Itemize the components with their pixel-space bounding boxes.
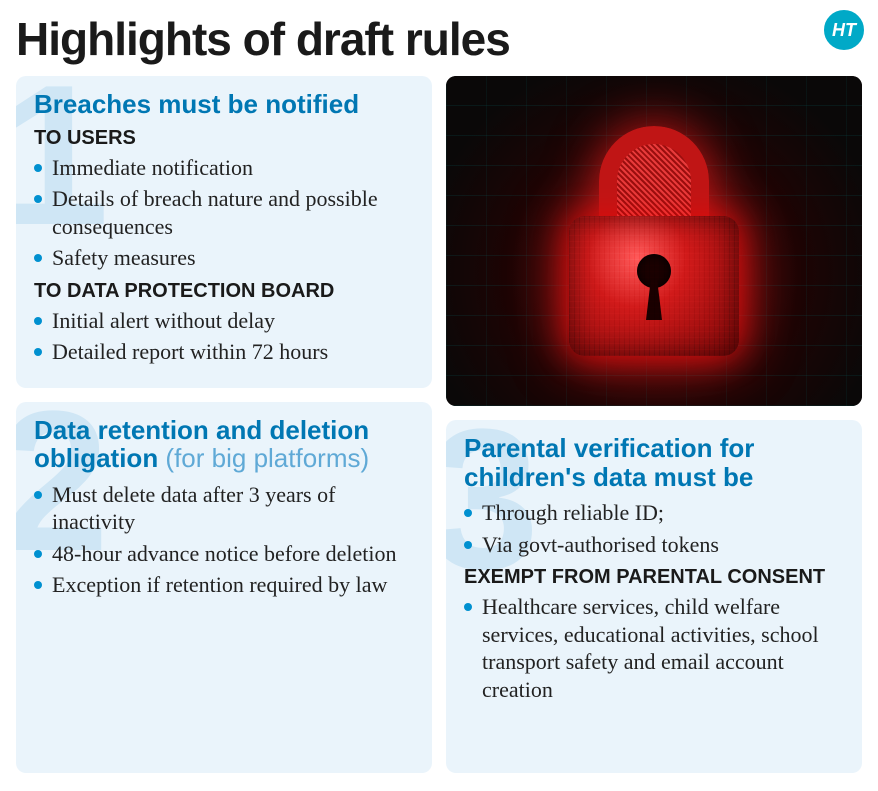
list-retention: Must delete data after 3 years of inacti… [34, 481, 414, 599]
list-item: Through reliable ID; [464, 499, 844, 527]
list-exempt: Healthcare services, child welfare servi… [464, 593, 844, 703]
list-parental: Through reliable ID; Via govt-authorised… [464, 499, 844, 558]
list-item: Must delete data after 3 years of inacti… [34, 481, 414, 536]
left-column: 1 Breaches must be notified TO USERS Imm… [16, 76, 432, 773]
list-to-users: Immediate notification Details of breach… [34, 154, 414, 272]
right-column: 3 Parental verification for children's d… [446, 76, 862, 773]
infographic-container: HT Highlights of draft rules 1 Breaches … [0, 0, 878, 791]
list-item: 48-hour advance notice before deletion [34, 540, 414, 568]
list-item: Exception if retention required by law [34, 571, 414, 599]
title-sub: (for big platforms) [158, 443, 369, 473]
card-title-parental: Parental verification for children's dat… [464, 434, 844, 491]
card-breaches: 1 Breaches must be notified TO USERS Imm… [16, 76, 432, 388]
main-title: Highlights of draft rules [16, 12, 862, 66]
list-item: Initial alert without delay [34, 307, 414, 335]
subhead-to-users: TO USERS [34, 127, 414, 150]
lock-icon [564, 126, 744, 356]
list-item: Safety measures [34, 244, 414, 272]
list-item: Details of breach nature and possible co… [34, 185, 414, 240]
list-item: Healthcare services, child welfare servi… [464, 593, 844, 703]
logo-text: HT [832, 20, 856, 41]
hero-image-padlock [446, 76, 862, 406]
card-retention: 2 Data retention and deletion obligation… [16, 402, 432, 773]
publisher-logo: HT [822, 8, 866, 52]
card-title-retention: Data retention and deletion obligation (… [34, 416, 414, 473]
columns-layout: 1 Breaches must be notified TO USERS Imm… [16, 76, 862, 773]
subhead-exempt: EXEMPT FROM PARENTAL CONSENT [464, 566, 844, 589]
card-title-breaches: Breaches must be notified [34, 90, 414, 119]
list-item: Immediate notification [34, 154, 414, 182]
list-item: Detailed report within 72 hours [34, 338, 414, 366]
subhead-to-board: TO DATA PROTECTION BOARD [34, 280, 414, 303]
card-parental: 3 Parental verification for children's d… [446, 420, 862, 773]
list-to-board: Initial alert without delay Detailed rep… [34, 307, 414, 366]
list-item: Via govt-authorised tokens [464, 531, 844, 559]
